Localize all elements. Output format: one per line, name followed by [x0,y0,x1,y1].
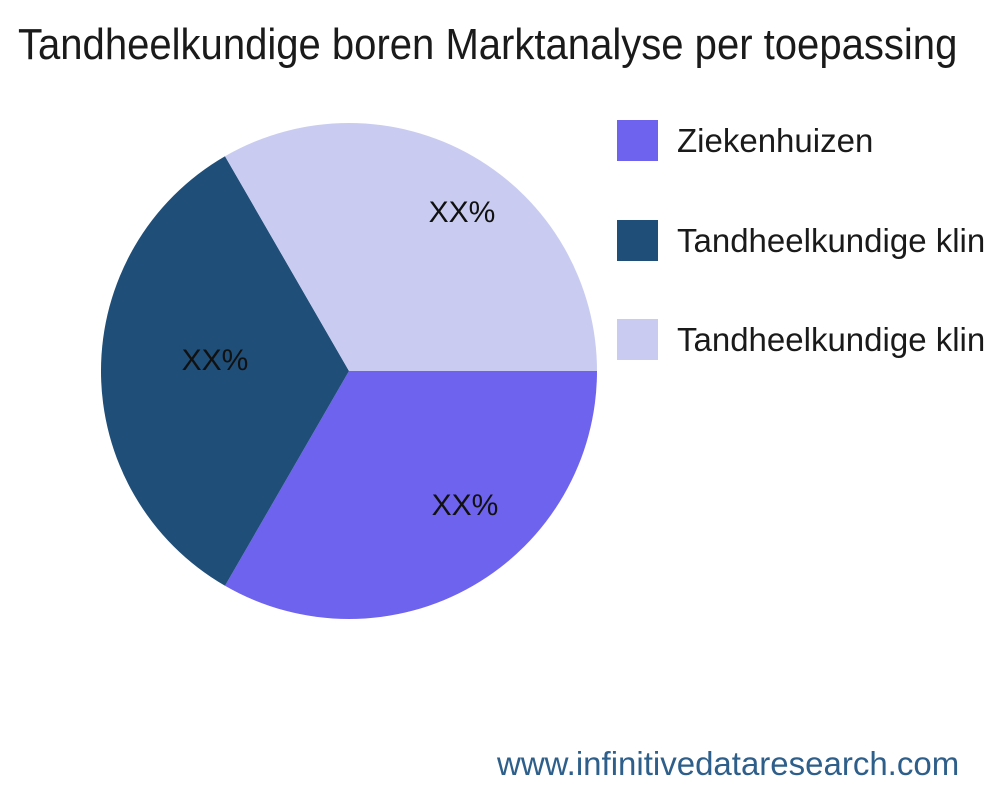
legend-label-tandheelkundige-klin-light: Tandheelkundige klin [677,320,986,358]
legend-swatch-rect [617,119,658,161]
legend-swatch-rect [617,219,658,261]
legend-item-tandheelkundige-klin-dark: Tandheelkundige klin [617,219,985,261]
legend-swatch-rect [617,318,658,360]
footer-url: www.infinitivedataresearch.com [497,745,960,782]
legend-swatch-tandheelkundige-klin-light [617,318,658,360]
pie-slice-ziekenhuizen [225,371,597,620]
pie-slice-label-light: XX% [429,196,496,229]
chart-title: Tandheelkundige boren Marktanalyse per t… [18,20,958,69]
legend-label-ziekenhuizen: Ziekenhuizen [677,121,874,159]
pie-slice-label-dark: XX% [182,344,249,377]
legend-item-ziekenhuizen: Ziekenhuizen [617,119,873,161]
pie-slice-tandheelkundige-klin-dark [100,156,350,586]
legend-swatch-tandheelkundige-klin-dark [617,219,658,261]
pie-slice-tandheelkundige-klin-light [225,122,597,371]
legend-item-tandheelkundige-klin-light: Tandheelkundige klin [617,318,985,360]
legend-swatch-ziekenhuizen [617,119,658,161]
legend-label-tandheelkundige-klin-dark: Tandheelkundige klin [677,221,986,259]
pie-slice-label-purple: XX% [432,489,499,522]
